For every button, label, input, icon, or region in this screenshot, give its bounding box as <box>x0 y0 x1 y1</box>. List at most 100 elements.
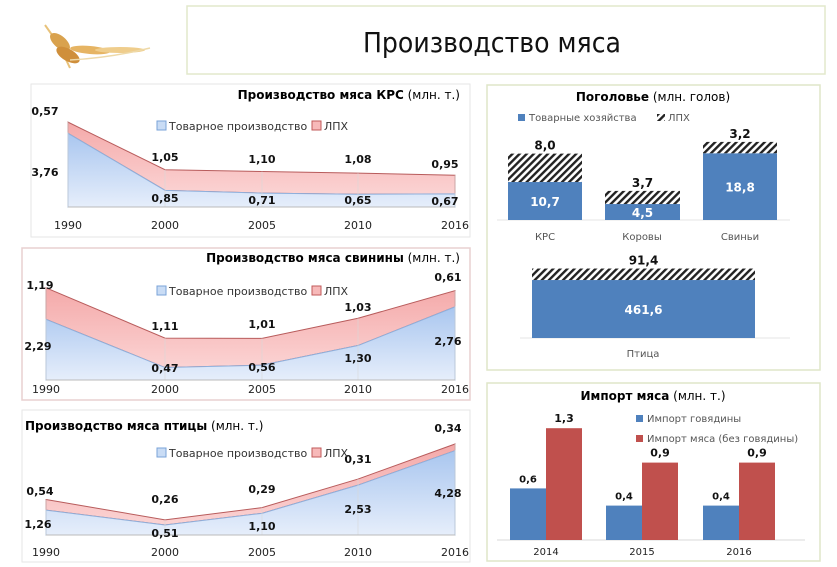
data-label-lph: 1,05 <box>151 151 178 164</box>
data-label-commercial: 2,29 <box>24 340 51 353</box>
data-label-beef: 0,6 <box>519 474 537 485</box>
chart-title-unit: (млн. т.) <box>408 251 460 265</box>
area-chart-0 <box>67 120 456 208</box>
x-tick-label: 1990 <box>54 219 82 232</box>
data-label-commercial: 4,28 <box>434 487 461 500</box>
legend-swatch-beef <box>636 415 643 422</box>
data-label-commercial: 1,10 <box>248 520 275 533</box>
data-label-commercial: 0,71 <box>248 194 275 207</box>
bar-other-import <box>642 462 678 540</box>
x-tick-label: 2010 <box>344 546 372 559</box>
x-tick-label: 2010 <box>344 383 372 396</box>
legend-label-commercial: Товарное производство <box>168 447 308 460</box>
x-tick-label: 2016 <box>726 547 751 558</box>
data-label-commercial: 0,65 <box>344 194 371 207</box>
data-label-commercial: 4,5 <box>632 206 653 220</box>
x-tick-label: 1990 <box>32 383 60 396</box>
legend-label-commercial: Товарное производство <box>168 285 308 298</box>
data-label-lph: 1,08 <box>344 153 371 166</box>
data-label-commercial: 0,47 <box>151 362 178 375</box>
legend-swatch-commercial <box>156 120 167 131</box>
bar-beef-import <box>510 488 546 540</box>
data-label-commercial: 10,7 <box>530 195 560 209</box>
bar-beef-import <box>703 505 739 540</box>
legend-swatch-lph <box>311 285 322 296</box>
data-label-commercial: 0,51 <box>151 527 178 540</box>
legend-label-lph: ЛПХ <box>324 447 349 460</box>
data-label-commercial: 461,6 <box>625 303 663 317</box>
data-label-lph: 1,10 <box>248 153 275 166</box>
x-tick-label: КРС <box>535 232 555 243</box>
data-label-commercial: 0,56 <box>248 361 275 374</box>
data-label-beef: 0,4 <box>712 492 730 503</box>
x-tick-label: 2016 <box>441 546 469 559</box>
data-label-commercial: 0,85 <box>151 192 178 205</box>
chart-title-text: Поголовье <box>576 90 649 104</box>
chart-title: Поголовье (млн. голов) <box>576 90 730 104</box>
legend-swatch-commercial <box>156 447 167 458</box>
data-label-lph: 91,4 <box>629 254 659 268</box>
data-label-lph: 3,7 <box>632 176 653 190</box>
bar-commercial <box>605 204 680 220</box>
area-chart-2 <box>45 443 456 536</box>
data-label-lph: 1,01 <box>248 318 275 331</box>
legend-label-lph: ЛПХ <box>668 113 690 124</box>
chart-title: Производство мяса КРС (млн. т.) <box>238 88 460 102</box>
data-label-lph: 0,57 <box>31 105 58 118</box>
data-label-other: 0,9 <box>650 447 670 460</box>
x-tick-label: 2000 <box>151 546 179 559</box>
data-label-commercial: 0,67 <box>431 195 458 208</box>
x-tick-label: Свиньи <box>721 232 759 243</box>
legend-label-commercial: Товарные хозяйства <box>528 113 637 124</box>
data-label-commercial: 1,30 <box>344 352 371 365</box>
data-label-lph: 1,03 <box>344 301 371 314</box>
wheat-logo-image <box>44 24 151 69</box>
label-background <box>621 254 666 268</box>
bar-other-import <box>546 428 582 540</box>
bar-commercial <box>532 280 755 338</box>
data-label-lph: 0,34 <box>434 422 461 435</box>
slide-title: Производство мяса <box>363 26 621 59</box>
chart-title-text: Производство мяса КРС <box>238 88 404 102</box>
data-label-lph: 0,61 <box>434 271 461 284</box>
legend-swatch-commercial <box>156 285 167 296</box>
x-tick-label: Коровы <box>622 232 661 243</box>
x-tick-label: 2015 <box>629 547 654 558</box>
chart-title-text: Импорт мяса <box>580 389 669 403</box>
x-tick-label: 2005 <box>248 383 276 396</box>
data-label-commercial: 18,8 <box>725 181 755 195</box>
x-tick-label: 2016 <box>441 219 469 232</box>
chart-title: Производство мяса свинины (млн. т.) <box>206 251 460 265</box>
data-label-commercial: 2,53 <box>344 503 371 516</box>
legend-swatch-commercial <box>518 114 525 121</box>
chart-title: Производство мяса птицы (млн. т.) <box>25 419 263 433</box>
chart-title-unit: (млн. т.) <box>673 389 725 403</box>
data-label-lph: 0,95 <box>431 158 458 171</box>
x-tick-label: 2005 <box>248 546 276 559</box>
bar-commercial <box>508 182 582 220</box>
chart-title-unit: (млн. голов) <box>653 90 730 104</box>
data-label-lph: 0,29 <box>248 483 275 496</box>
data-label-commercial: 3,76 <box>31 166 58 179</box>
x-tick-label: 2010 <box>344 219 372 232</box>
x-tick-label: 2016 <box>441 383 469 396</box>
data-label-lph: 1,19 <box>26 279 53 292</box>
chart-title-text: Производство мяса птицы <box>25 419 207 433</box>
bar-other-import <box>739 462 775 540</box>
legend-label-commercial: Товарное производство <box>168 120 308 133</box>
x-tick-label: Птица <box>627 349 660 360</box>
legend-swatch-lph <box>657 114 665 121</box>
chart-title-unit: (млн. т.) <box>408 88 460 102</box>
x-tick-label: 2000 <box>151 383 179 396</box>
legend-swatch-other <box>636 435 643 442</box>
data-label-lph: 0,54 <box>26 485 53 498</box>
legend-label-other: Импорт мяса (без говядины) <box>647 434 798 445</box>
data-label-lph: 8,0 <box>534 139 555 153</box>
legend-label-lph: ЛПХ <box>324 285 349 298</box>
x-tick-label: 1990 <box>32 546 60 559</box>
data-label-other: 1,3 <box>554 412 574 425</box>
data-label-lph: 1,11 <box>151 320 178 333</box>
data-label-beef: 0,4 <box>615 492 633 503</box>
bar-lph <box>532 268 755 281</box>
